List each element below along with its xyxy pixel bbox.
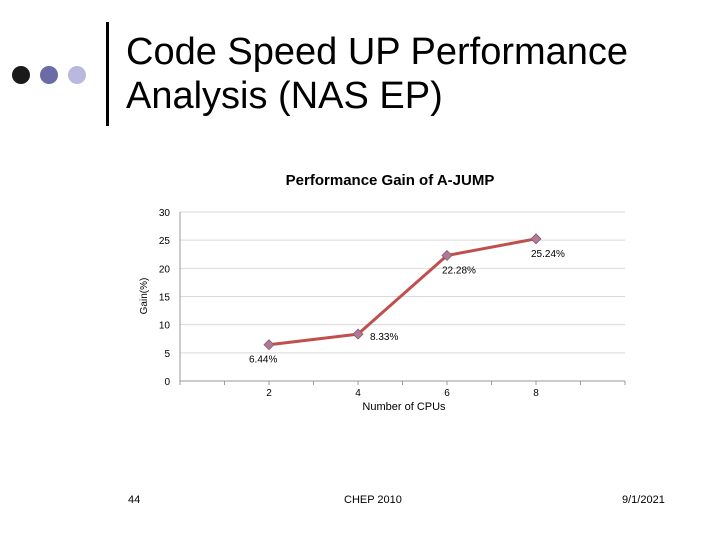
x-tick-label: 6 xyxy=(444,388,450,399)
chart-series: 6.44% 8.33% 22.28% 25.24% xyxy=(249,233,565,366)
data-point xyxy=(352,328,364,340)
footer-date: 9/1/2021 xyxy=(622,494,665,506)
dot-light-icon xyxy=(68,66,86,84)
chart-grid xyxy=(180,211,625,354)
dot-dark-icon xyxy=(12,66,30,84)
data-label: 8.33% xyxy=(370,332,398,343)
y-tick-label: 5 xyxy=(164,349,170,360)
x-tick-label: 2 xyxy=(266,388,272,399)
y-tick-label: 25 xyxy=(159,236,171,247)
x-tick-label: 8 xyxy=(533,388,539,399)
data-label: 22.28% xyxy=(442,265,476,276)
y-tick-label: 0 xyxy=(164,377,170,388)
slide-title: Code Speed UP Performance Analysis (NAS … xyxy=(126,31,629,117)
decorative-dots xyxy=(12,66,96,86)
y-axis-label: Gain(%) xyxy=(139,278,150,315)
slide-number: 44 xyxy=(128,494,141,506)
data-point xyxy=(530,233,542,245)
x-axis-label: Number of CPUs xyxy=(362,401,446,413)
data-point xyxy=(441,249,453,262)
y-tick-label: 30 xyxy=(159,208,171,219)
footer-text: CHEP 2010 xyxy=(344,494,402,506)
y-tick-label: 20 xyxy=(159,264,171,275)
data-label: 25.24% xyxy=(531,249,565,260)
data-point xyxy=(263,339,275,351)
x-tick-label: 4 xyxy=(355,388,361,399)
chart-axes xyxy=(179,212,626,385)
chart-title: Performance Gain of A-JUMP xyxy=(285,172,495,189)
dot-medium-icon xyxy=(40,66,58,84)
chart-ticks: 0 5 10 15 20 25 30 2 4 6 8 xyxy=(159,208,539,399)
y-tick-label: 15 xyxy=(159,293,171,304)
series-line xyxy=(268,237,537,347)
data-label: 6.44% xyxy=(249,355,277,366)
y-tick-label: 10 xyxy=(159,321,171,332)
title-divider xyxy=(106,22,109,126)
